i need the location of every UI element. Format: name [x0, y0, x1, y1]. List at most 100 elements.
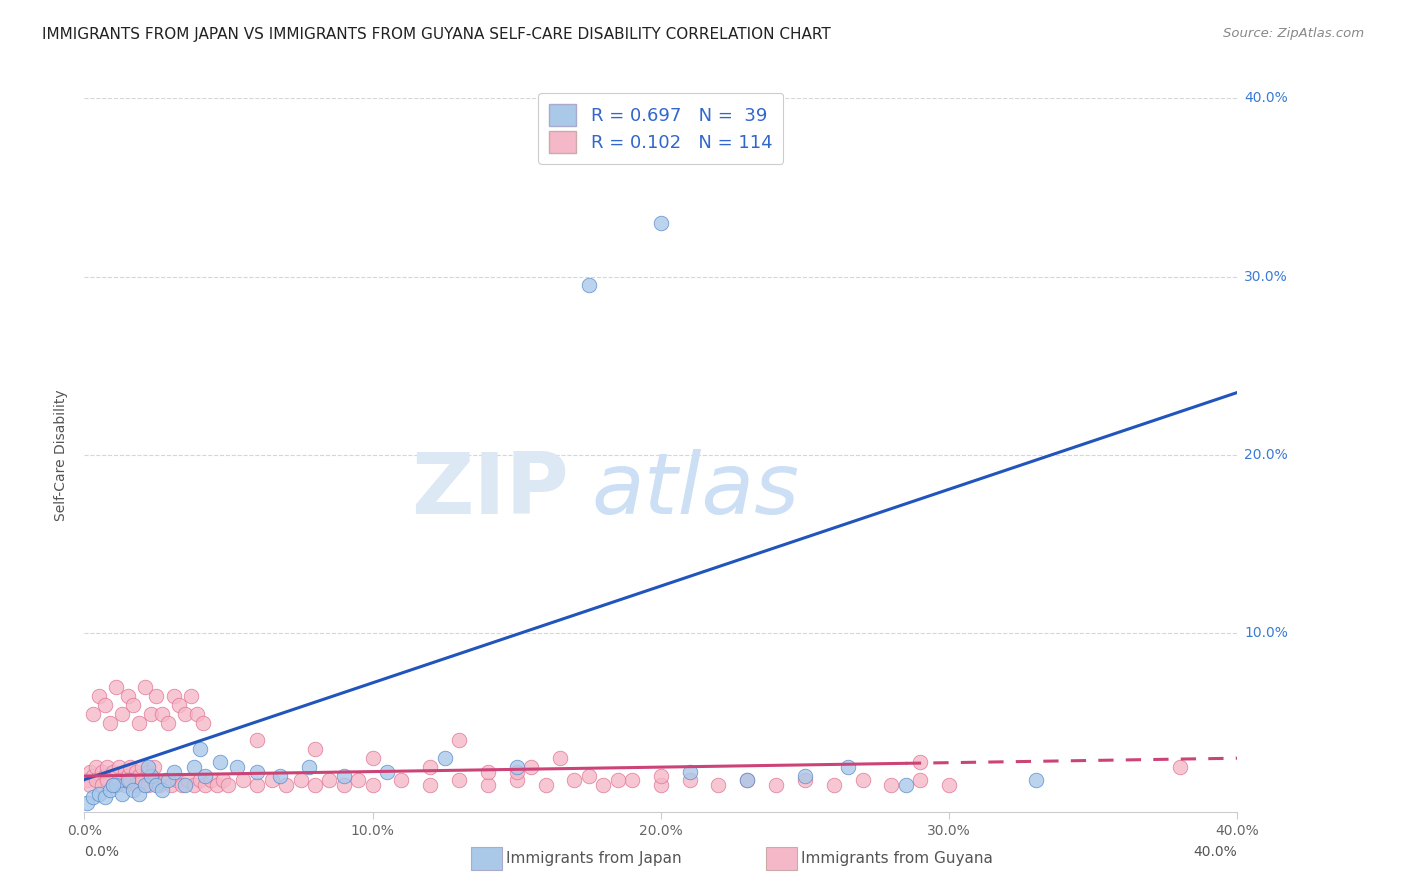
Point: [578, 769, 600, 783]
Point: [172, 778, 194, 792]
Point: [447, 733, 470, 747]
Point: [82, 790, 104, 805]
Point: [128, 769, 150, 783]
Point: [226, 760, 249, 774]
Point: [361, 778, 384, 792]
Point: [232, 772, 254, 787]
Point: [246, 733, 269, 747]
Text: Source: ZipAtlas.com: Source: ZipAtlas.com: [1223, 27, 1364, 40]
Text: 10.0%: 10.0%: [1244, 626, 1288, 640]
Point: [148, 778, 170, 792]
Point: [160, 778, 183, 792]
Point: [105, 680, 128, 694]
Point: [592, 778, 614, 792]
Point: [145, 772, 167, 787]
Point: [520, 760, 543, 774]
Point: [737, 772, 759, 787]
Point: [606, 772, 628, 787]
Point: [108, 760, 131, 774]
Point: [96, 760, 118, 774]
Point: [108, 772, 131, 787]
Point: [82, 769, 104, 783]
Point: [578, 278, 600, 293]
Point: [188, 772, 211, 787]
Point: [837, 760, 859, 774]
Point: [122, 772, 145, 787]
Point: [166, 772, 188, 787]
Point: [211, 772, 233, 787]
Point: [1024, 772, 1046, 787]
Point: [506, 765, 529, 780]
Text: 40.0%: 40.0%: [1194, 845, 1237, 859]
Point: [111, 787, 134, 801]
Point: [186, 706, 208, 721]
Text: 30.0%: 30.0%: [1244, 269, 1288, 284]
Point: [318, 772, 340, 787]
Point: [128, 715, 150, 730]
Point: [678, 772, 700, 787]
Point: [177, 772, 200, 787]
Point: [136, 760, 159, 774]
Text: IMMIGRANTS FROM JAPAN VS IMMIGRANTS FROM GUYANA SELF-CARE DISABILITY CORRELATION: IMMIGRANTS FROM JAPAN VS IMMIGRANTS FROM…: [42, 27, 831, 42]
Point: [82, 706, 104, 721]
Point: [823, 778, 845, 792]
Text: 20.0%: 20.0%: [1244, 448, 1288, 462]
Point: [534, 778, 557, 792]
Point: [194, 769, 217, 783]
Point: [765, 778, 787, 792]
Point: [117, 689, 139, 703]
Point: [136, 778, 159, 792]
Point: [332, 769, 354, 783]
Point: [274, 778, 298, 792]
Point: [433, 751, 456, 765]
Point: [447, 772, 470, 787]
Point: [117, 769, 139, 783]
Point: [114, 778, 136, 792]
Point: [169, 698, 191, 712]
Point: [153, 772, 176, 787]
Point: [304, 778, 326, 792]
Point: [150, 783, 173, 797]
Point: [205, 778, 228, 792]
Point: [76, 796, 98, 810]
Point: [208, 755, 231, 769]
Point: [163, 689, 186, 703]
Point: [894, 778, 917, 792]
Point: [361, 751, 384, 765]
Point: [125, 765, 148, 780]
Point: [880, 778, 903, 792]
Point: [120, 760, 142, 774]
Point: [290, 772, 312, 787]
Point: [136, 765, 159, 780]
Point: [131, 760, 153, 774]
Point: [105, 778, 128, 792]
Point: [105, 769, 128, 783]
Point: [93, 790, 115, 805]
Point: [134, 778, 156, 792]
Point: [93, 769, 115, 783]
Point: [194, 778, 217, 792]
Point: [125, 778, 148, 792]
Point: [145, 778, 167, 792]
Point: [548, 751, 571, 765]
Text: Immigrants from Japan: Immigrants from Japan: [506, 851, 682, 865]
Point: [650, 216, 672, 230]
Point: [304, 742, 326, 756]
Point: [156, 715, 179, 730]
Point: [98, 715, 121, 730]
Point: [1168, 760, 1191, 774]
Point: [707, 778, 730, 792]
Point: [122, 783, 145, 797]
Point: [332, 778, 354, 792]
Point: [347, 772, 370, 787]
Point: [506, 772, 529, 787]
Y-axis label: Self-Care Disability: Self-Care Disability: [55, 389, 69, 521]
Point: [852, 772, 875, 787]
Point: [76, 772, 98, 787]
Point: [150, 706, 173, 721]
Text: atlas: atlas: [592, 449, 800, 533]
Point: [938, 778, 960, 792]
Point: [174, 778, 197, 792]
Point: [183, 778, 205, 792]
Point: [103, 765, 124, 780]
